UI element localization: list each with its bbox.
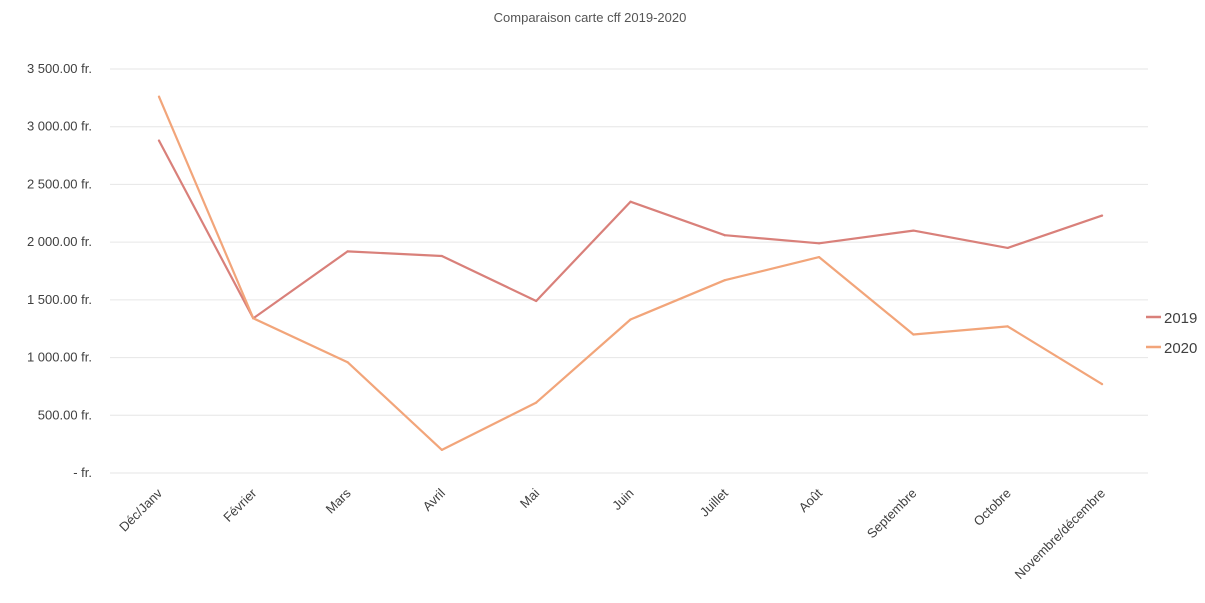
- x-tick-label: Juillet: [697, 485, 731, 519]
- series-line-2019: [157, 139, 1104, 320]
- x-tick-label: Octobre: [971, 486, 1014, 529]
- y-tick-label: 1 500.00 fr.: [27, 292, 92, 307]
- data-point-2020: [1006, 325, 1009, 328]
- data-point-2019: [440, 254, 443, 258]
- y-tick-label: 2 500.00 fr.: [27, 176, 92, 191]
- data-point-2020: [440, 448, 443, 452]
- x-tick-label: Avril: [420, 485, 448, 513]
- x-tick-label: Août: [796, 485, 826, 515]
- data-point-2020: [252, 317, 255, 320]
- legend-label-2020: 2020: [1164, 340, 1197, 357]
- chart-title: Comparaison carte cff 2019-2020: [494, 10, 687, 25]
- data-point-2020: [1100, 383, 1104, 386]
- y-tick-label: 1 000.00 fr.: [27, 350, 92, 365]
- x-tick-label: Février: [220, 485, 260, 525]
- series-line-2020: [157, 95, 1104, 451]
- data-point-2019: [346, 250, 349, 253]
- y-axis-tick-labels: 3 500.00 fr. 3 000.00 fr. 2 500.00 fr. 2 00…: [27, 61, 92, 480]
- y-tick-label: 3 000.00 fr.: [27, 119, 92, 134]
- x-tick-label: Septembre: [864, 486, 920, 542]
- y-tick-label: 2 000.00 fr.: [27, 234, 92, 249]
- x-tick-label: Novembre/décembre: [1012, 486, 1108, 582]
- data-point-2020: [723, 279, 726, 282]
- y-tick-label: 3 500.00 fr.: [27, 61, 92, 76]
- x-tick-label: Mai: [517, 485, 542, 510]
- data-point-2019: [912, 229, 915, 232]
- data-point-2019: [629, 200, 632, 203]
- x-tick-label: Mars: [323, 485, 354, 516]
- data-point-2020: [818, 256, 821, 259]
- data-point-2019: [723, 234, 726, 237]
- data-point-2019: [535, 299, 538, 303]
- data-point-2019: [157, 139, 161, 142]
- gridlines: [110, 68, 1148, 474]
- legend: 2019 2020: [1146, 310, 1197, 357]
- x-axis-tick-labels: Déc/Janv Février Mars Avril Mai Juin Juillet Ao…: [116, 485, 1108, 582]
- data-point-2020: [912, 333, 915, 336]
- y-tick-label: 500.00 fr.: [38, 407, 92, 422]
- data-point-2019: [818, 242, 821, 245]
- data-point-2019: [1006, 246, 1009, 250]
- series-lines: [157, 95, 1104, 452]
- x-tick-label: Déc/Janv: [116, 485, 165, 534]
- data-point-2020: [629, 318, 632, 321]
- data-point-2019: [1100, 214, 1104, 217]
- x-tick-label: Juin: [609, 486, 636, 513]
- legend-label-2019: 2019: [1164, 310, 1197, 327]
- y-tick-label: - fr.: [73, 465, 92, 480]
- data-point-2020: [157, 95, 161, 98]
- data-point-2020: [535, 401, 538, 404]
- data-point-2020: [346, 361, 349, 364]
